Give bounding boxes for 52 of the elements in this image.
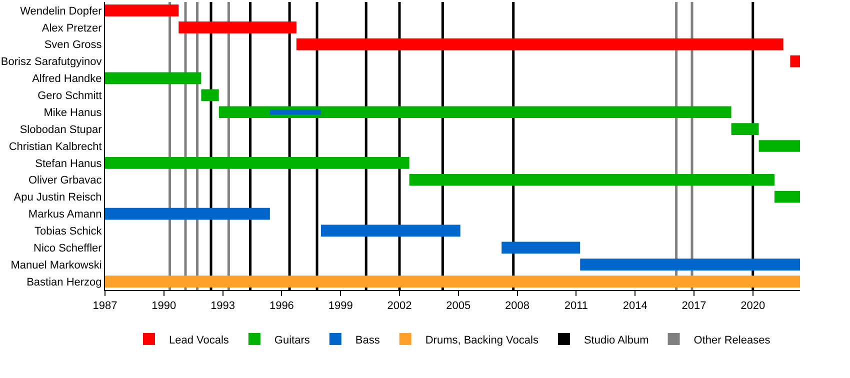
y-tick-label: Alex Pretzer bbox=[42, 22, 102, 34]
x-tick-label: 2005 bbox=[446, 300, 471, 312]
y-tick-label: Tobias Schick bbox=[34, 226, 102, 238]
legend-label: Drums, Backing Vocals bbox=[425, 334, 539, 346]
y-tick-label: Slobodan Stupar bbox=[20, 124, 102, 136]
x-tick-label: 2014 bbox=[622, 300, 648, 312]
x-tick-label: 1990 bbox=[152, 300, 176, 312]
bar bbox=[105, 72, 202, 84]
bar bbox=[201, 89, 219, 102]
bar bbox=[758, 140, 800, 152]
x-tick-label: 1999 bbox=[328, 300, 353, 312]
y-tick-label: Sven Gross bbox=[44, 39, 102, 52]
y-tick-label: Christian Kalbrecht bbox=[8, 140, 102, 153]
bar bbox=[178, 21, 296, 34]
bar bbox=[105, 276, 800, 288]
bar bbox=[296, 38, 784, 50]
x-tick-label: 2017 bbox=[682, 300, 706, 312]
bar bbox=[774, 190, 800, 203]
bar bbox=[409, 174, 774, 186]
y-tick-label: Nico Scheffler bbox=[34, 242, 102, 254]
x-tick-label: 1987 bbox=[92, 300, 118, 312]
legend-label: Lead Vocals bbox=[169, 334, 230, 346]
bar bbox=[218, 106, 732, 118]
y-tick-label: Markus Amann bbox=[28, 208, 102, 221]
bar bbox=[320, 224, 460, 237]
y-tick-label: Apu Justin Reisch bbox=[14, 192, 102, 204]
legend-label: Studio Album bbox=[584, 334, 649, 346]
y-tick-label: Wendelin Dopfer bbox=[20, 5, 102, 18]
y-tick-label: Stefan Hanus bbox=[35, 158, 102, 170]
x-tick-label: 1996 bbox=[269, 300, 294, 312]
x-tick-label: 2011 bbox=[564, 300, 588, 312]
x-tick-label: 2008 bbox=[505, 300, 530, 312]
y-tick-label: Oliver Grbavac bbox=[28, 174, 102, 187]
y-tick-label: Gero Schmitt bbox=[38, 90, 102, 102]
bar bbox=[731, 123, 759, 135]
y-tick-label: Borisz Sarafutgyinov bbox=[0, 56, 102, 68]
y-tick-label: Bastian Herzog bbox=[26, 276, 102, 288]
y-tick-label: Manuel Markowski bbox=[10, 259, 102, 272]
bar bbox=[105, 4, 179, 16]
bar bbox=[105, 157, 410, 169]
legend-label: Bass bbox=[355, 334, 380, 346]
bar bbox=[580, 258, 800, 271]
y-tick-label: Alfred Handke bbox=[32, 73, 102, 86]
legend-label: Guitars bbox=[274, 334, 310, 346]
y-tick-label: Mike Hanus bbox=[44, 106, 102, 119]
x-tick-label: 2002 bbox=[387, 300, 412, 312]
x-tick-label: 1993 bbox=[210, 300, 236, 312]
bar bbox=[502, 242, 580, 254]
x-tick-label: 2020 bbox=[740, 300, 766, 312]
bar bbox=[790, 55, 800, 68]
legend-label: Other Releases bbox=[694, 334, 771, 346]
bar bbox=[105, 208, 270, 220]
